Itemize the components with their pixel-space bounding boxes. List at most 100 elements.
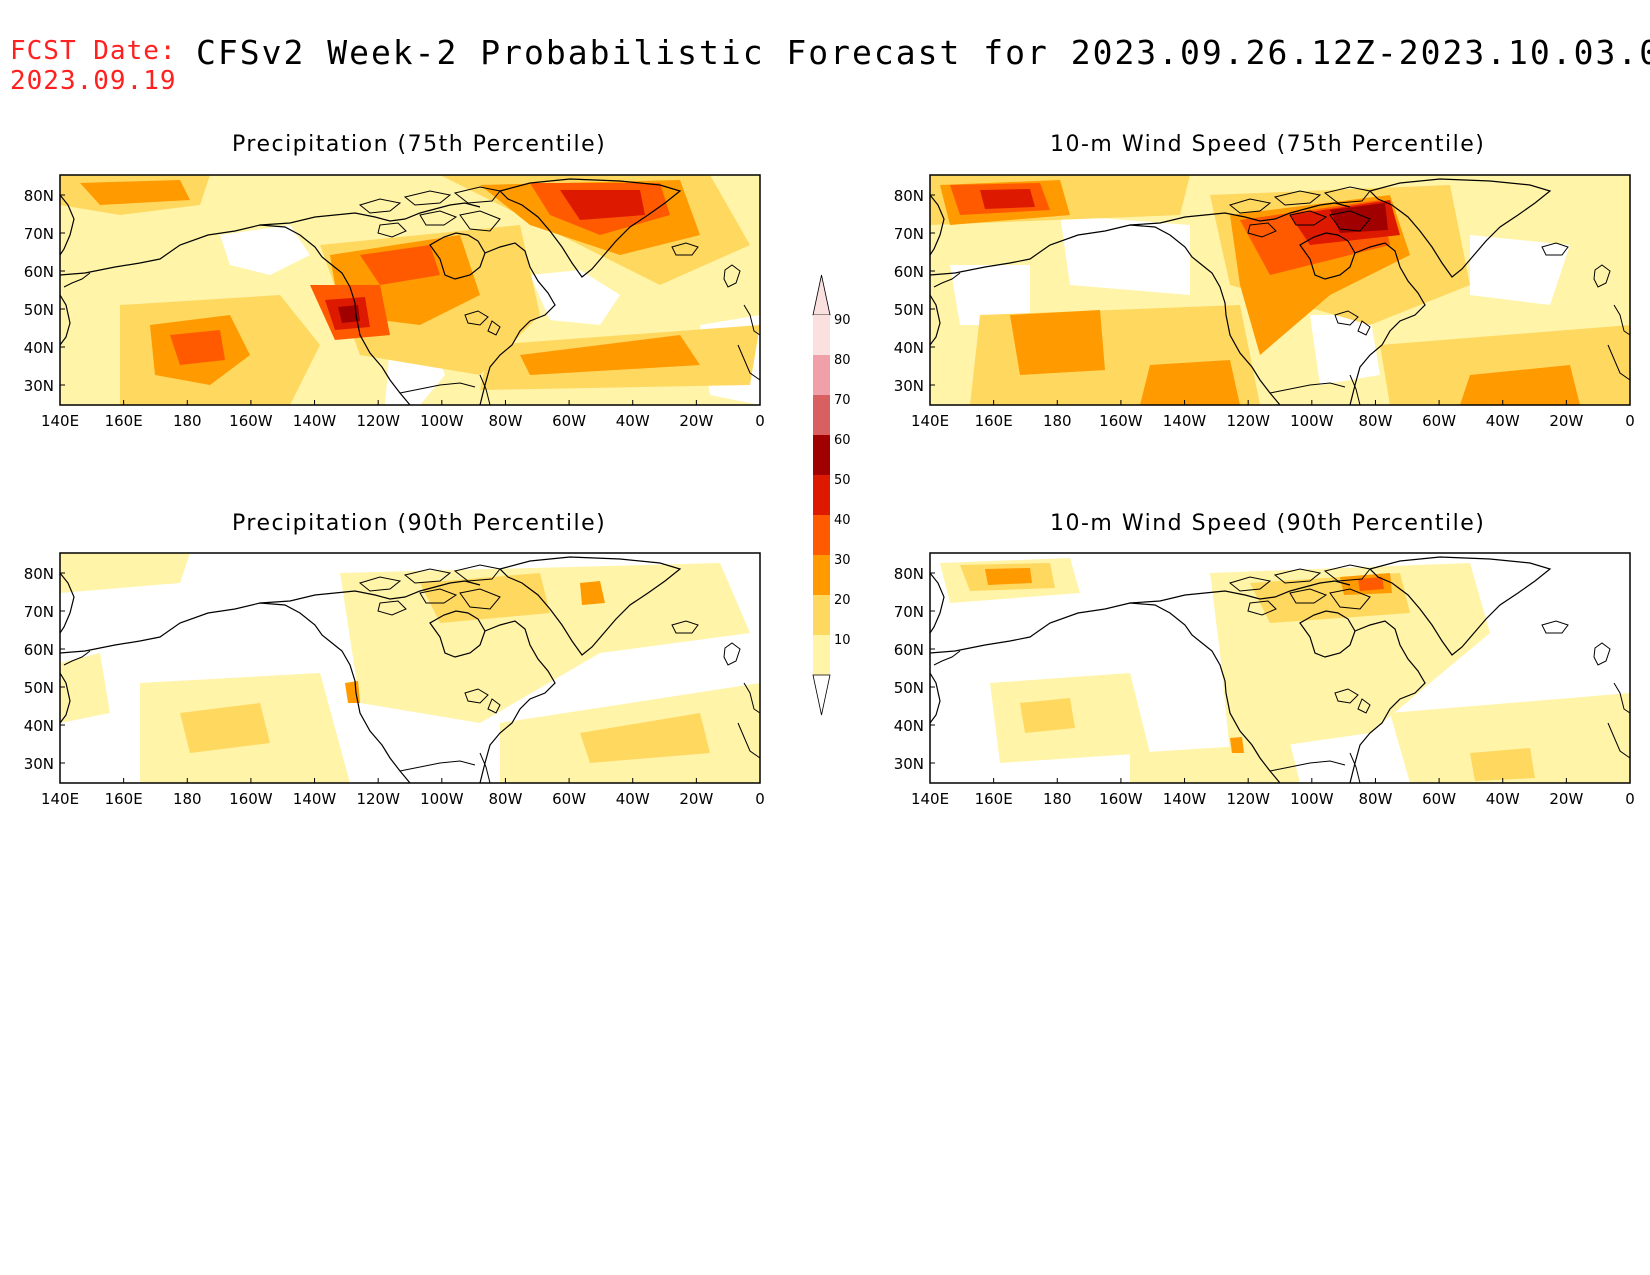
lon-tick-label: 80W <box>488 790 522 808</box>
lon-tick-label: 80W <box>488 412 522 430</box>
colorbar-swatch <box>813 555 830 595</box>
lon-tick-label: 100W <box>1290 412 1334 430</box>
colorbar-swatch <box>813 435 830 475</box>
lon-tick-label: 40W <box>1486 412 1520 430</box>
map-panel-wind90 <box>929 552 1631 784</box>
low-prob-area <box>950 265 1030 325</box>
lat-tick-label: 80N <box>894 565 924 583</box>
lon-tick-label: 140E <box>911 412 949 430</box>
low-prob-area <box>220 225 310 275</box>
lat-tick-label: 30N <box>894 377 924 395</box>
lat-tick-label: 70N <box>894 225 924 243</box>
lon-tick-label: 140W <box>1163 412 1207 430</box>
lon-tick-label: 180 <box>1043 790 1072 808</box>
lon-tick-label: 20W <box>1549 790 1583 808</box>
prob-30-40-area <box>1230 737 1244 753</box>
lat-tick-label: 70N <box>24 225 54 243</box>
map-panel-precip90 <box>59 552 761 784</box>
map-panel-wind75 <box>929 174 1631 406</box>
lat-tick-label: 80N <box>894 187 924 205</box>
colorbar-swatch <box>813 515 830 555</box>
prob-20-30-area <box>1020 698 1075 733</box>
colorbar-level-label: 50 <box>834 473 851 488</box>
prob-30-40-area <box>520 335 700 375</box>
page-title: CFSv2 Week-2 Probabilistic Forecast for … <box>196 33 1650 72</box>
map-panel-precip75 <box>59 174 761 406</box>
prob-30-40-area <box>1140 360 1240 405</box>
prob-30-40-area <box>345 681 360 703</box>
prob-30-40-area <box>1010 310 1105 375</box>
lon-tick-label: 140E <box>41 412 79 430</box>
lat-tick-label: 50N <box>894 301 924 319</box>
lon-tick-label: 180 <box>173 790 202 808</box>
lon-tick-label: 0 <box>1625 790 1635 808</box>
prob-20-30-area <box>580 713 710 763</box>
prob-20-30-area <box>180 703 270 753</box>
prob-40-50-area <box>170 330 225 365</box>
lon-tick-label: 160E <box>975 412 1013 430</box>
lon-tick-label: 180 <box>173 412 202 430</box>
lat-tick-label: 40N <box>894 339 924 357</box>
lon-tick-label: 160W <box>1099 412 1143 430</box>
colorbar-level-label: 70 <box>834 393 851 408</box>
lon-tick-label: 40W <box>616 790 650 808</box>
lon-tick-label: 80W <box>1358 790 1392 808</box>
colorbar-level-label: 60 <box>834 433 851 448</box>
panel-title-precip90: Precipitation (90th Percentile) <box>232 511 607 536</box>
lon-tick-label: 60W <box>552 412 586 430</box>
map-frame <box>59 552 761 784</box>
colorbar: 90 80 70 60 50 40 30 20 10 <box>812 274 851 716</box>
colorbar-level-label: 10 <box>834 633 851 648</box>
lon-tick-label: 100W <box>420 790 464 808</box>
lat-tick-label: 50N <box>24 301 54 319</box>
colorbar-swatch <box>813 635 830 675</box>
panel-title-wind90: 10-m Wind Speed (90th Percentile) <box>1050 511 1486 536</box>
prob-50-60-area <box>980 189 1035 209</box>
lon-tick-label: 0 <box>1625 412 1635 430</box>
lat-tick-label: 40N <box>894 717 924 735</box>
map-axes: 140E 160E 180 160W 140W 120W 100W 80W 60W 40W 20W 0… <box>24 187 1635 808</box>
lat-tick-label: 50N <box>24 679 54 697</box>
lat-tick-label: 80N <box>24 187 54 205</box>
prob-10-20-area <box>60 553 190 593</box>
lat-tick-label: 60N <box>894 641 924 659</box>
low-prob-area <box>530 270 620 325</box>
lon-tick-label: 20W <box>679 790 713 808</box>
lon-tick-label: 60W <box>1422 790 1456 808</box>
colorbar-swatch <box>813 355 830 395</box>
colorbar-swatch <box>813 395 830 435</box>
colorbar-top-arrow <box>812 274 831 316</box>
lon-tick-label: 140E <box>911 790 949 808</box>
colorbar-level-label: 20 <box>834 593 851 608</box>
lon-tick-label: 120W <box>356 412 400 430</box>
prob-50-60-area <box>560 190 645 220</box>
lon-tick-label: 100W <box>420 412 464 430</box>
lon-tick-label: 120W <box>356 790 400 808</box>
lat-tick-label: 40N <box>24 339 54 357</box>
lat-tick-label: 30N <box>24 755 54 773</box>
panel-title-precip75: Precipitation (75th Percentile) <box>232 132 607 157</box>
lat-tick-label: 40N <box>24 717 54 735</box>
map-frame <box>929 174 1631 406</box>
lat-tick-label: 60N <box>24 641 54 659</box>
lat-tick-label: 30N <box>24 377 54 395</box>
lat-tick-label: 50N <box>894 679 924 697</box>
prob-30-40-area <box>80 180 190 205</box>
lon-tick-label: 160E <box>105 412 143 430</box>
lat-tick-label: 60N <box>894 263 924 281</box>
prob-60-70-area <box>338 305 360 323</box>
lon-tick-label: 140W <box>293 412 337 430</box>
lon-tick-label: 60W <box>552 790 586 808</box>
low-prob-area <box>1060 215 1190 295</box>
colorbar-level-label: 90 <box>834 313 851 328</box>
lon-tick-label: 0 <box>755 790 765 808</box>
forecast-date-block: FCST Date: 2023.09.19 <box>10 36 177 96</box>
lon-tick-label: 140W <box>1163 790 1207 808</box>
prob-40-50-area <box>360 245 440 285</box>
colorbar-swatch <box>813 595 830 635</box>
panel-title-wind75: 10-m Wind Speed (75th Percentile) <box>1050 132 1486 157</box>
colorbar-level-label: 30 <box>834 553 851 568</box>
lon-tick-label: 160W <box>1099 790 1143 808</box>
lon-tick-label: 0 <box>755 412 765 430</box>
lon-tick-label: 80W <box>1358 412 1392 430</box>
